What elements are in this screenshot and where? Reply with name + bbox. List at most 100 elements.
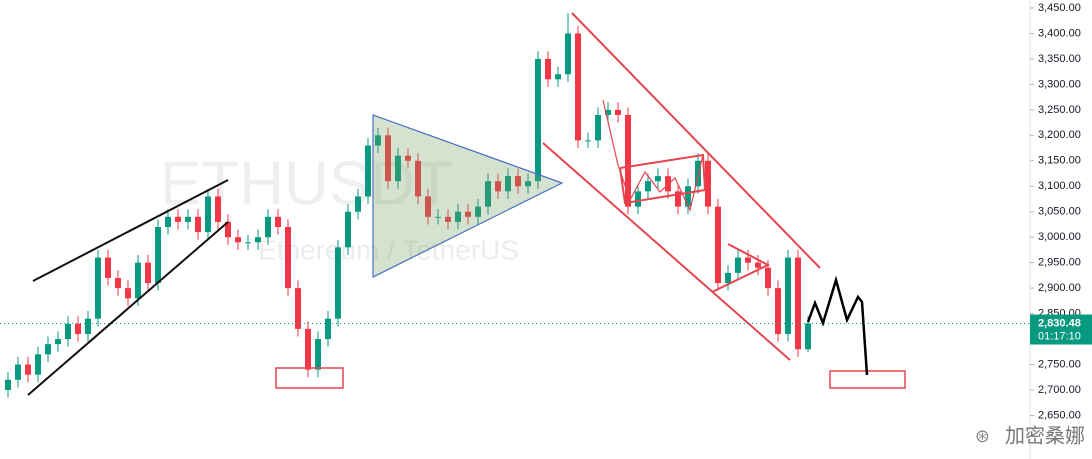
candle-body <box>215 196 221 222</box>
candle-body <box>675 191 681 207</box>
candle-body <box>585 140 591 142</box>
candle-body <box>635 191 641 207</box>
candle-body <box>545 58 551 80</box>
small-triangle <box>711 243 771 293</box>
target-box <box>275 367 344 389</box>
candle-body <box>595 114 601 141</box>
projection-path <box>806 275 869 376</box>
y-tick-label: 3,300.00 <box>1038 78 1081 90</box>
candle-body <box>225 221 231 238</box>
candle-body <box>775 288 781 334</box>
candle-body <box>555 74 561 80</box>
candle-body <box>205 196 211 233</box>
countdown-label: 01:17:10 <box>1038 330 1081 342</box>
candle-body <box>455 211 461 222</box>
candle-body <box>45 344 51 355</box>
candle-body <box>665 176 671 192</box>
y-tick-label: 2,750.00 <box>1038 358 1081 370</box>
candle-body <box>475 206 481 217</box>
candle-body <box>385 135 391 182</box>
author: 加密桑娜 <box>1005 424 1085 447</box>
candle-body <box>395 155 401 182</box>
candle-body <box>135 262 141 299</box>
candle-body <box>755 262 761 268</box>
candle-body <box>765 267 771 289</box>
y-tick-label: 3,450.00 <box>1038 2 1081 14</box>
candle-body <box>365 145 371 197</box>
triangle-pattern <box>372 114 564 278</box>
y-tick-label: 2,700.00 <box>1038 384 1081 396</box>
y-tick-label: 2,650.00 <box>1038 409 1081 421</box>
candle-body <box>315 339 321 370</box>
author-icon: ⊛ <box>975 426 990 446</box>
candle-body <box>525 181 531 187</box>
y-tick-label: 3,400.00 <box>1038 27 1081 39</box>
candle-body <box>725 272 731 284</box>
candle-body <box>25 364 31 375</box>
candle-body <box>445 216 451 222</box>
candle-body <box>485 181 491 207</box>
flag-pattern <box>619 153 707 205</box>
y-tick-label: 3,150.00 <box>1038 155 1081 167</box>
candle-body <box>535 58 541 182</box>
candle-body <box>405 155 411 161</box>
last-price-label: 2,830.48 <box>1038 317 1081 329</box>
candle-body <box>605 109 611 115</box>
y-tick-label: 2,900.00 <box>1038 282 1081 294</box>
candle-body <box>495 181 501 192</box>
candle-body <box>415 160 421 197</box>
candle-body <box>335 247 341 319</box>
channel-line <box>571 12 821 269</box>
candle-body <box>305 328 311 370</box>
candle-body <box>235 237 241 243</box>
last-price-box <box>1030 314 1092 345</box>
candle-body <box>715 206 721 284</box>
candle-body <box>795 257 801 350</box>
candle-body <box>255 237 261 243</box>
candle-body <box>285 227 291 289</box>
candle-body <box>85 318 91 334</box>
candle-body <box>275 216 281 228</box>
candle-body <box>195 216 201 233</box>
candle-body <box>125 288 131 299</box>
candle-body <box>355 196 361 212</box>
candle-body <box>175 216 181 222</box>
candle-body <box>785 257 791 334</box>
candle-body <box>165 216 171 228</box>
wedge-line <box>27 221 229 396</box>
y-tick-label: 3,050.00 <box>1038 206 1081 218</box>
candle-body <box>645 181 651 192</box>
candle-body <box>805 323 811 350</box>
candle-body <box>575 33 581 141</box>
candle-body <box>625 114 631 207</box>
flag-zigzag <box>602 99 704 212</box>
candle-body <box>245 242 251 244</box>
candle-body <box>155 227 161 284</box>
y-tick-label: 3,100.00 <box>1038 180 1081 192</box>
candle-body <box>5 379 11 390</box>
candle-body <box>515 176 521 187</box>
candle-body <box>35 354 41 375</box>
candle-body <box>95 257 101 319</box>
candle-body <box>295 288 301 329</box>
candle-body <box>145 262 151 284</box>
candle-body <box>425 196 431 217</box>
candle-body <box>325 318 331 340</box>
wedge-line <box>32 179 229 282</box>
candle-body <box>115 277 121 289</box>
candle-body <box>655 176 661 182</box>
candle-body <box>265 216 271 238</box>
y-tick-label: 3,200.00 <box>1038 129 1081 141</box>
candle-body <box>505 176 511 192</box>
y-tick-label: 2,950.00 <box>1038 257 1081 269</box>
candle-body <box>685 186 691 207</box>
candle-body <box>695 160 701 187</box>
candle-body <box>55 339 61 345</box>
y-tick-label: 3,250.00 <box>1038 104 1081 116</box>
candle-body <box>105 257 111 278</box>
candle-body <box>735 257 741 273</box>
y-tick-label: 3,350.00 <box>1038 53 1081 65</box>
candle-body <box>435 216 441 218</box>
candle-body <box>615 109 621 115</box>
